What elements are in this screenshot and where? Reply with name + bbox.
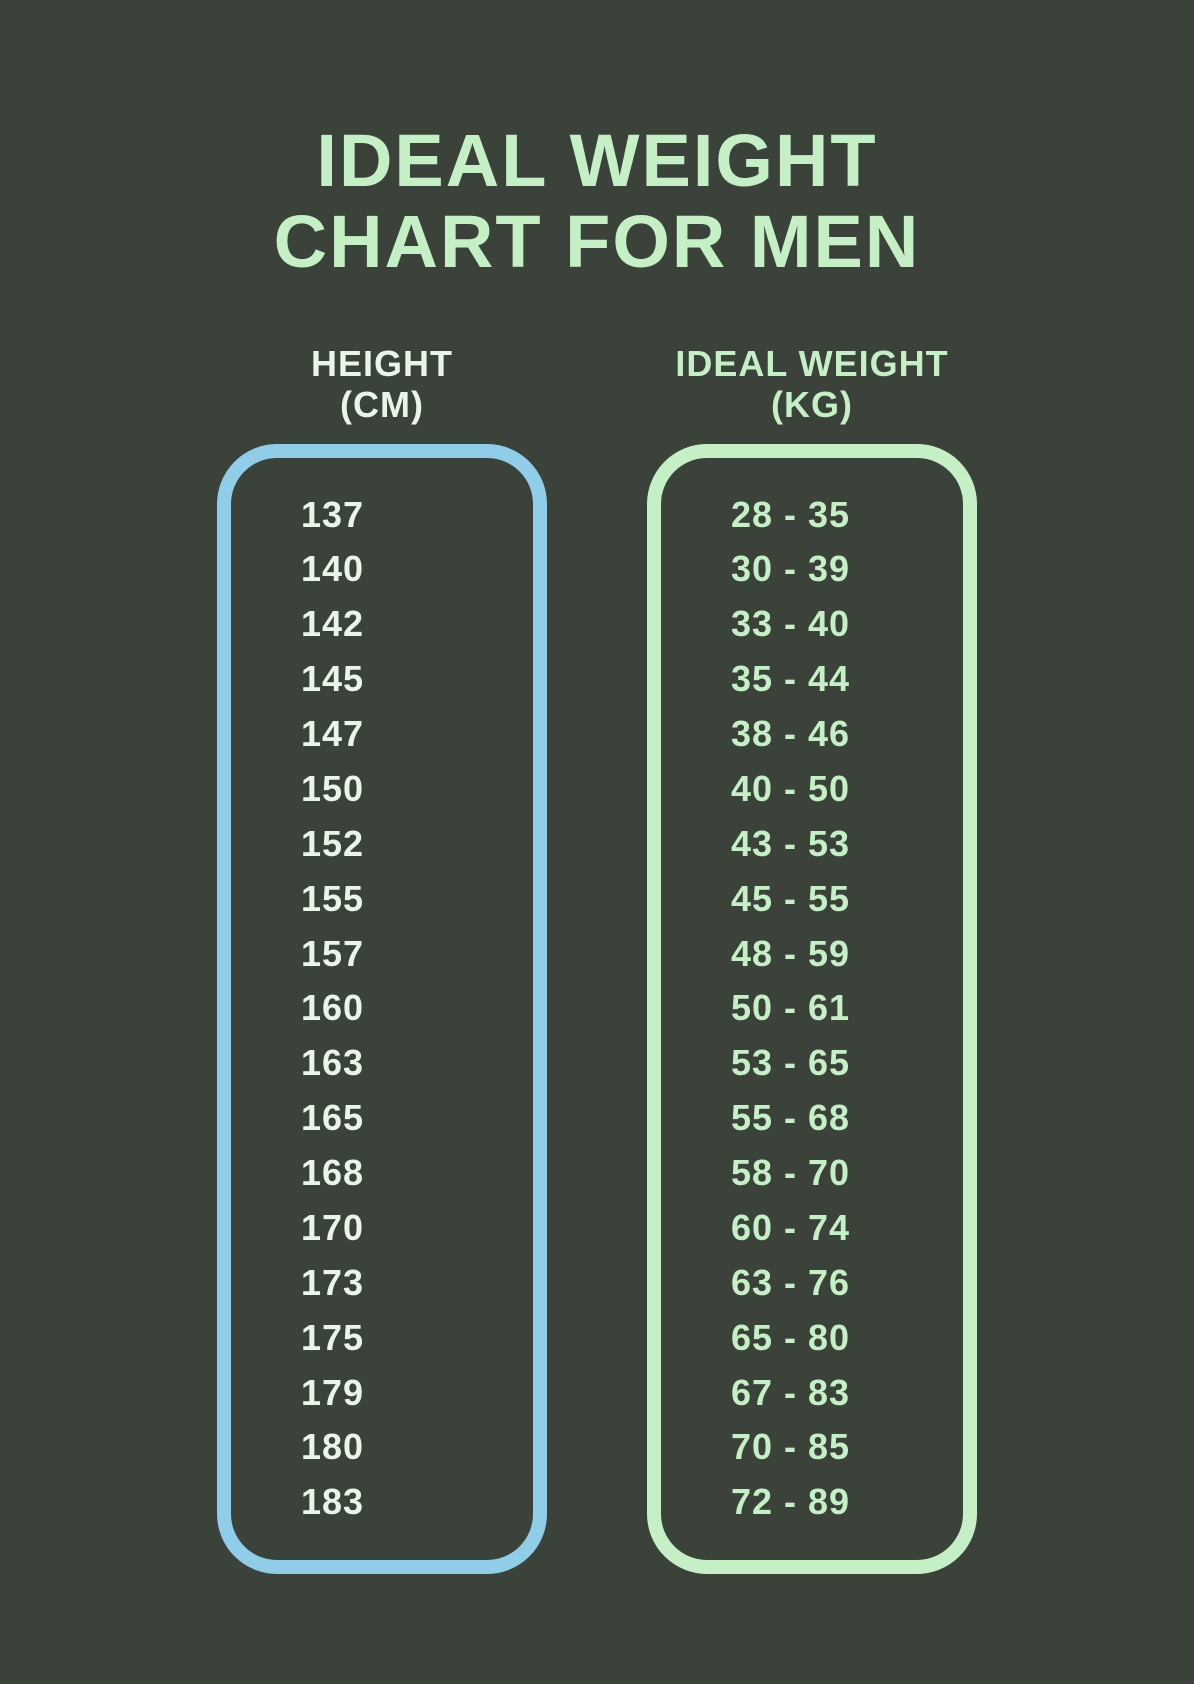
title-line-1: IDEAL WEIGHT	[0, 120, 1194, 201]
weight-value: 30 - 39	[731, 548, 963, 590]
height-value: 137	[301, 494, 533, 536]
weight-value: 45 - 55	[731, 878, 963, 920]
weight-header-line-1: IDEAL WEIGHT	[675, 343, 948, 384]
height-value: 160	[301, 987, 533, 1029]
weight-value: 38 - 46	[731, 713, 963, 755]
weight-value: 43 - 53	[731, 823, 963, 865]
height-header-line-1: HEIGHT	[311, 343, 453, 384]
height-value: 163	[301, 1042, 533, 1084]
height-value: 183	[301, 1481, 533, 1523]
height-value: 170	[301, 1207, 533, 1249]
weight-value: 67 - 83	[731, 1372, 963, 1414]
weight-value: 58 - 70	[731, 1152, 963, 1194]
height-value: 142	[301, 603, 533, 645]
weight-header-line-2: (KG)	[675, 384, 948, 425]
height-header-line-2: (CM)	[311, 384, 453, 425]
height-value: 140	[301, 548, 533, 590]
weight-value: 50 - 61	[731, 987, 963, 1029]
weight-value: 48 - 59	[731, 933, 963, 975]
weight-value: 63 - 76	[731, 1262, 963, 1304]
weight-column: IDEAL WEIGHT (KG) 28 - 35 30 - 39 33 - 40 3…	[647, 343, 977, 1574]
columns-container: HEIGHT (CM) 1371401421451471501521551571…	[0, 343, 1194, 1574]
height-value: 168	[301, 1152, 533, 1194]
height-value: 157	[301, 933, 533, 975]
weight-value: 60 - 74	[731, 1207, 963, 1249]
weight-value: 33 - 40	[731, 603, 963, 645]
chart-title: IDEAL WEIGHT CHART FOR MEN	[0, 120, 1194, 283]
height-value: 155	[301, 878, 533, 920]
height-value: 180	[301, 1426, 533, 1468]
height-value: 175	[301, 1317, 533, 1359]
height-value: 165	[301, 1097, 533, 1139]
height-column-header: HEIGHT (CM)	[311, 343, 453, 426]
weight-value: 65 - 80	[731, 1317, 963, 1359]
weight-value: 40 - 50	[731, 768, 963, 810]
weight-value: 72 - 89	[731, 1481, 963, 1523]
weight-value: 53 - 65	[731, 1042, 963, 1084]
weight-value: 70 - 85	[731, 1426, 963, 1468]
weight-pill: 28 - 35 30 - 39 33 - 40 35 - 44 38 - 46 40 - …	[647, 444, 977, 1574]
height-pill: 137 140 142 145 147 150 152 155 157 160 163 165 168 1…	[217, 444, 547, 1574]
height-value: 173	[301, 1262, 533, 1304]
weight-column-header: IDEAL WEIGHT (KG)	[675, 343, 948, 426]
height-value: 150	[301, 768, 533, 810]
weight-value: 55 - 68	[731, 1097, 963, 1139]
height-value: 179	[301, 1372, 533, 1414]
weight-value: 28 - 35	[731, 494, 963, 536]
title-line-2: CHART FOR MEN	[0, 201, 1194, 282]
height-value: 152	[301, 823, 533, 865]
height-value: 145	[301, 658, 533, 700]
height-value: 147	[301, 713, 533, 755]
weight-value: 35 - 44	[731, 658, 963, 700]
height-column: HEIGHT (CM) 1371401421451471501521551571…	[217, 343, 547, 1574]
